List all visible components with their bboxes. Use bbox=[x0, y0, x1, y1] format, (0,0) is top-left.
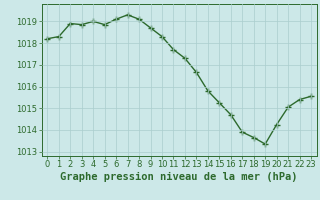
X-axis label: Graphe pression niveau de la mer (hPa): Graphe pression niveau de la mer (hPa) bbox=[60, 172, 298, 182]
